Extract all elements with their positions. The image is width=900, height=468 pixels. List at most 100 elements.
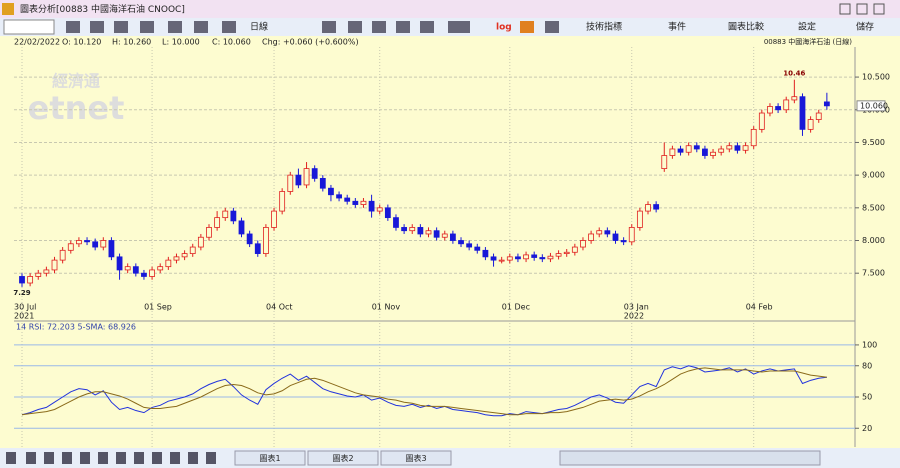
candle-body (449, 233, 456, 241)
x-tick-label: 04 Feb (746, 303, 773, 312)
x-year-label: 2021 (14, 312, 34, 321)
log-button[interactable]: log (496, 23, 512, 33)
candle-body (116, 256, 123, 271)
max-label: 10.46 (783, 70, 805, 78)
x-tick-label: 01 Sep (144, 303, 172, 312)
tab[interactable] (234, 450, 306, 466)
candle-body (401, 227, 408, 232)
y-tick-label: 9.000 (862, 171, 885, 180)
y-tick-label: 7.500 (862, 269, 885, 278)
tab-label: 圖表1 (259, 453, 280, 463)
tab[interactable] (307, 450, 379, 466)
candle-body (466, 243, 473, 248)
candle-body (710, 151, 716, 156)
candle-body (702, 148, 708, 156)
candle-body (254, 243, 261, 254)
candle-body (555, 253, 562, 257)
x-tick-label: 01 Dec (502, 303, 530, 312)
tab-label: 圖表3 (405, 453, 426, 463)
candle-body (84, 240, 90, 243)
candle-body (189, 246, 196, 254)
period-menu[interactable]: 日線 (250, 21, 268, 33)
candle-body (490, 256, 497, 261)
toolbar-icons[interactable] (66, 21, 559, 33)
candle-body (726, 145, 733, 150)
compare-button[interactable]: 圖表比較 (728, 21, 764, 33)
candle-body (807, 119, 814, 130)
candle-body (149, 269, 155, 277)
candle-body (336, 194, 342, 199)
candle-body (775, 106, 781, 111)
x-year-label: 2022 (624, 312, 644, 321)
candle-body (588, 233, 594, 241)
candle-body (197, 236, 204, 248)
candle-body (384, 207, 391, 219)
tab[interactable] (380, 450, 452, 466)
indicator-menu[interactable]: 技術指標 (586, 21, 622, 33)
title-bar (0, 0, 900, 18)
candle-body (181, 253, 188, 258)
candle-body (742, 145, 749, 151)
candle-body (563, 251, 570, 254)
symbol-input[interactable] (3, 19, 55, 35)
candle-body (295, 174, 302, 186)
settings-menu[interactable]: 設定 (798, 21, 816, 33)
candle-body (441, 233, 448, 238)
scrollbar[interactable] (559, 450, 821, 466)
candle-body (108, 240, 115, 258)
candle-body (271, 210, 277, 228)
info-symbol: 00883 中國海洋石油 (日線) (764, 37, 852, 46)
candle-body (157, 266, 164, 271)
candle-body (43, 269, 50, 274)
candle-body (718, 148, 725, 153)
save-button[interactable]: 儲存 (856, 21, 874, 33)
window-controls[interactable] (839, 3, 885, 15)
candle-body (474, 246, 481, 251)
watermark-cn: 經濟通 (52, 72, 100, 91)
candle-body (214, 217, 221, 228)
candle-body (238, 220, 245, 235)
candle-body (19, 276, 25, 284)
candle-body (319, 178, 326, 189)
candle-body (51, 259, 58, 271)
candle-body (360, 200, 367, 205)
candle-body (141, 272, 147, 277)
y-tick-label: 50 (862, 393, 872, 402)
candle-body (173, 256, 180, 261)
candle-body (685, 145, 692, 153)
candle-body (279, 191, 286, 212)
candle-body (67, 243, 74, 251)
candle-body (458, 240, 464, 245)
candle-body (612, 233, 619, 241)
candle-body (92, 241, 99, 248)
candle-body (59, 249, 66, 261)
candle-body (230, 210, 237, 222)
candle-body (425, 230, 432, 235)
candle-body (539, 257, 546, 260)
x-tick-label: 04 Oct (266, 303, 293, 312)
info-date: 22/02/2022 (14, 38, 60, 47)
info-low: L: 10.000 (162, 38, 200, 47)
events-button[interactable]: 事件 (668, 21, 686, 33)
candle-body (344, 197, 351, 202)
candle-body (368, 200, 375, 212)
candle-body (815, 112, 822, 120)
y-tick-label: 8.000 (862, 236, 885, 245)
candle-body (580, 240, 586, 248)
y-tick-label: 10.500 (862, 73, 890, 82)
drawing-tools[interactable] (6, 452, 216, 464)
rsi-line (21, 367, 827, 416)
candle-body (767, 106, 773, 114)
candle-body (393, 217, 399, 228)
candle-body (328, 187, 334, 196)
candle-body (100, 240, 107, 248)
candle-body (76, 240, 82, 245)
candle-body (352, 200, 359, 205)
info-open: O: 10.120 (62, 38, 101, 47)
candle-body (417, 227, 424, 235)
rsi-title: 14 RSI: 72.203 5-SMA: 68.926 (16, 323, 136, 332)
candle-body (515, 256, 521, 260)
candle-body (547, 255, 554, 260)
tab-label: 圖表2 (332, 453, 353, 463)
